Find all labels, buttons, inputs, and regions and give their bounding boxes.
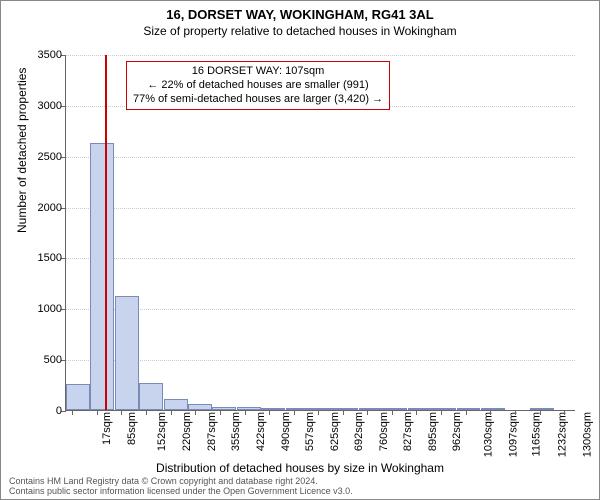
xtick-mark: [269, 410, 270, 415]
xtick-label: 760sqm: [378, 410, 390, 451]
xtick-mark: [294, 410, 295, 415]
xtick-mark: [245, 410, 246, 415]
xtick-label: 827sqm: [402, 410, 414, 451]
xtick-mark: [515, 410, 516, 415]
xtick-label: 355sqm: [230, 410, 242, 451]
xtick-label: 557sqm: [304, 410, 316, 451]
xtick-label: 422sqm: [255, 410, 267, 451]
xtick-mark: [72, 410, 73, 415]
xtick-label: 692sqm: [353, 410, 365, 451]
annotation-box: 16 DORSET WAY: 107sqm← 22% of detached h…: [126, 61, 390, 110]
xtick-label: 625sqm: [329, 410, 341, 451]
chart-container: 16, DORSET WAY, WOKINGHAM, RG41 3AL Size…: [0, 0, 600, 500]
xtick-mark: [220, 410, 221, 415]
ytick-label: 0: [56, 405, 66, 417]
xtick-mark: [97, 410, 98, 415]
xtick-mark: [318, 410, 319, 415]
xtick-mark: [343, 410, 344, 415]
xtick-label: 1030sqm: [482, 410, 494, 457]
footer-attribution: Contains HM Land Registry data © Crown c…: [9, 477, 353, 497]
xtick-mark: [121, 410, 122, 415]
xtick-label: 85sqm: [126, 410, 138, 445]
xtick-mark: [392, 410, 393, 415]
histogram-bar: [115, 296, 139, 410]
xtick-mark: [146, 410, 147, 415]
xtick-mark: [416, 410, 417, 415]
xtick-mark: [367, 410, 368, 415]
xtick-mark: [441, 410, 442, 415]
xtick-label: 1097sqm: [507, 410, 519, 457]
xtick-label: 1232sqm: [556, 410, 568, 457]
ytick-label: 2000: [38, 202, 66, 214]
gridline-h: [66, 55, 575, 56]
xtick-label: 895sqm: [427, 410, 439, 451]
ytick-label: 3500: [38, 49, 66, 61]
xtick-mark: [564, 410, 565, 415]
annotation-line: ← 22% of detached houses are smaller (99…: [133, 79, 383, 93]
title-line-2: Size of property relative to detached ho…: [1, 24, 599, 38]
reference-line: [105, 55, 107, 410]
histogram-bar: [164, 399, 188, 410]
ytick-label: 1000: [38, 303, 66, 315]
xtick-label: 17sqm: [101, 410, 113, 445]
ytick-label: 2500: [38, 151, 66, 163]
x-axis-label: Distribution of detached houses by size …: [1, 461, 599, 475]
annotation-line: 16 DORSET WAY: 107sqm: [133, 65, 383, 79]
gridline-h: [66, 309, 575, 310]
title-line-1: 16, DORSET WAY, WOKINGHAM, RG41 3AL: [1, 7, 599, 22]
plot-area: 050010001500200025003000350017sqm85sqm15…: [65, 55, 575, 411]
xtick-label: 220sqm: [181, 410, 193, 451]
histogram-bar: [66, 384, 90, 410]
gridline-h: [66, 258, 575, 259]
xtick-mark: [490, 410, 491, 415]
xtick-mark: [195, 410, 196, 415]
ytick-label: 1500: [38, 252, 66, 264]
xtick-label: 1300sqm: [581, 410, 593, 457]
xtick-mark: [171, 410, 172, 415]
xtick-mark: [466, 410, 467, 415]
xtick-label: 287sqm: [206, 410, 218, 451]
annotation-line: 77% of semi-detached houses are larger (…: [133, 93, 383, 107]
histogram-bar: [90, 143, 114, 410]
y-axis-label: Number of detached properties: [15, 68, 29, 233]
gridline-h: [66, 360, 575, 361]
xtick-mark: [540, 410, 541, 415]
histogram-bar: [139, 383, 163, 410]
xtick-label: 152sqm: [157, 410, 169, 451]
ytick-label: 500: [44, 354, 66, 366]
gridline-h: [66, 157, 575, 158]
ytick-label: 3000: [38, 100, 66, 112]
xtick-label: 1165sqm: [531, 410, 543, 456]
gridline-h: [66, 208, 575, 209]
chart-zone: 050010001500200025003000350017sqm85sqm15…: [65, 55, 575, 411]
xtick-label: 962sqm: [452, 410, 464, 451]
xtick-label: 490sqm: [280, 410, 292, 451]
